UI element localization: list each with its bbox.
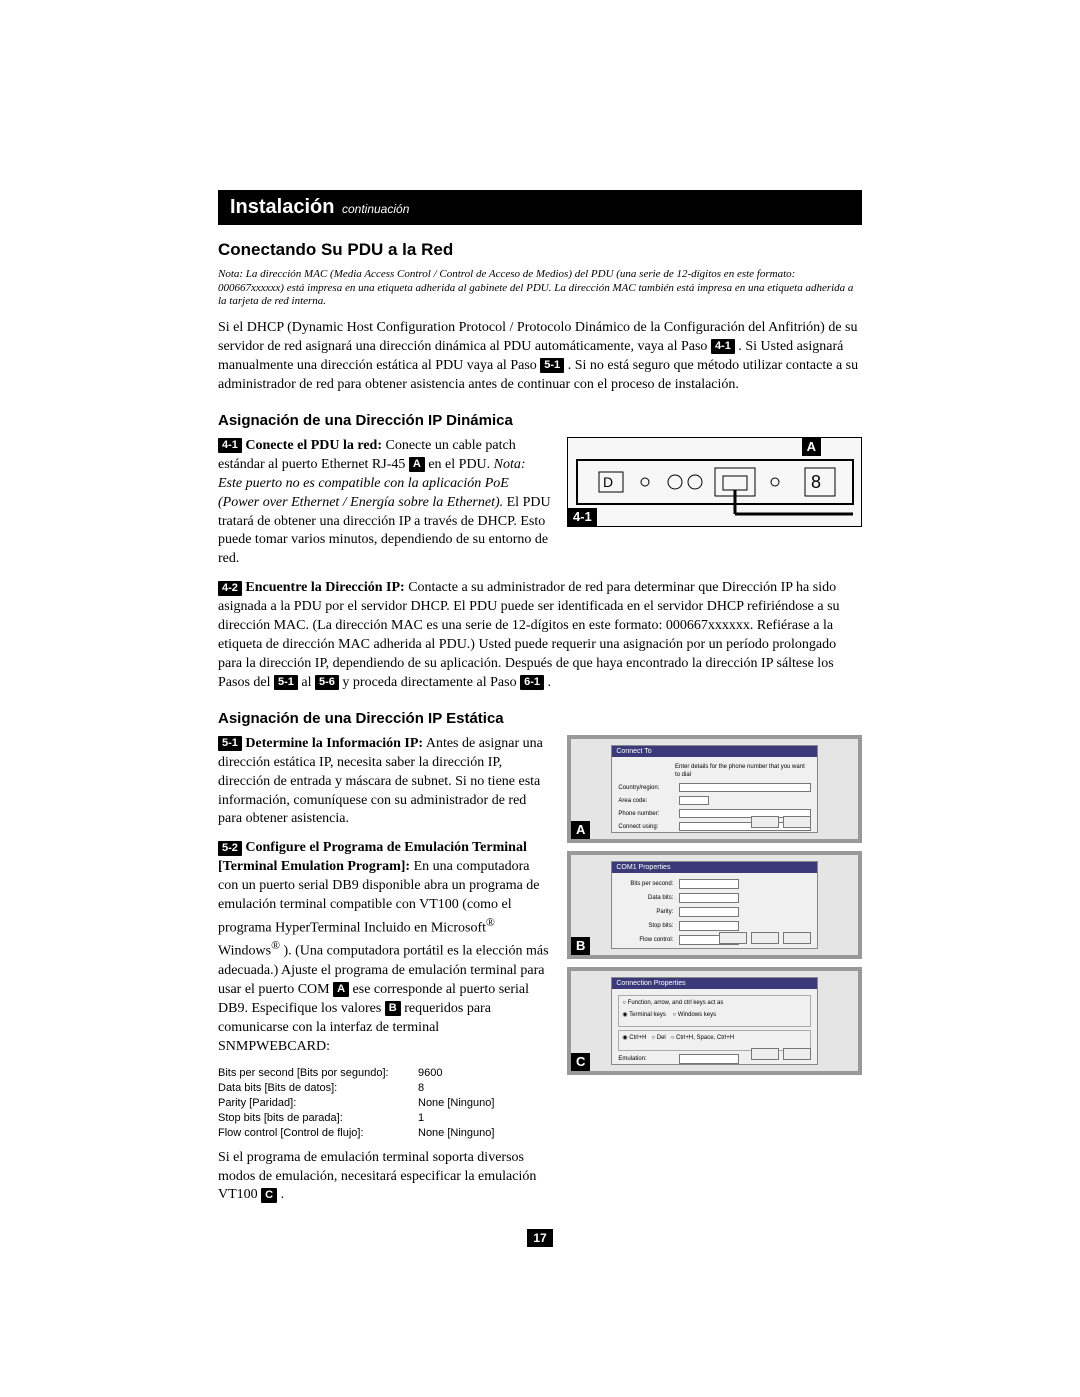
- ref-chip-5-1: 5-1: [540, 358, 564, 373]
- setting-value: 8: [418, 1081, 424, 1096]
- dynamic-heading: Asignación de una Dirección IP Dinámica: [218, 411, 862, 431]
- dialog-emulation: Connection Properties ○ Function, arrow,…: [611, 977, 817, 1065]
- serial-settings-table: Bits per second [Bits por segundo]:9600 …: [218, 1066, 553, 1140]
- ref-chip-4-1: 4-1: [711, 339, 735, 354]
- intro-paragraph: Si el DHCP (Dynamic Host Configuration P…: [218, 319, 862, 395]
- ref-chip-A2: A: [333, 982, 349, 997]
- setting-value: None [Ninguno]: [418, 1126, 494, 1141]
- figure-A: A Connect To Enter details for the phone…: [567, 735, 862, 843]
- section-banner: Instalación continuación: [218, 190, 862, 225]
- step-4-2-bold: Encuentre la Dirección IP:: [245, 580, 404, 595]
- step-4-2-text: 4-2 Encuentre la Dirección IP: Contacte …: [218, 579, 862, 692]
- setting-key: Bits per second [Bits por segundo]:: [218, 1066, 418, 1081]
- figure-A-label: A: [571, 821, 590, 839]
- figure-B: B COM1 Properties Bits per second: Data …: [567, 851, 862, 959]
- setting-value: None [Ninguno]: [418, 1096, 494, 1111]
- ref-chip-5-1b: 5-1: [274, 675, 298, 690]
- ref-chip-6-1: 6-1: [520, 675, 544, 690]
- section-heading: Conectando Su PDU a la Red: [218, 239, 862, 262]
- setting-key: Parity [Paridad]:: [218, 1096, 418, 1111]
- table-row: Data bits [Bits de datos]:8: [218, 1081, 553, 1096]
- figure-B-label: B: [571, 937, 590, 955]
- static-row: 5-1 Determine la Información IP: Antes d…: [218, 735, 862, 1215]
- page-footer: 17: [218, 1229, 862, 1249]
- dialog-A-title: Connect To: [612, 746, 816, 757]
- table-row: Bits per second [Bits por segundo]:9600: [218, 1066, 553, 1081]
- dialog-B-title: COM1 Properties: [612, 862, 816, 873]
- dialog-C-title: Connection Properties: [612, 978, 816, 989]
- table-row: Parity [Paridad]:None [Ninguno]: [218, 1096, 553, 1111]
- step-4-1-a2: en el PDU.: [428, 457, 493, 472]
- dialog-connect-to: Connect To Enter details for the phone n…: [611, 745, 817, 833]
- step-4-1-text: 4-1 Conecte el PDU la red: Conecte un ca…: [218, 437, 553, 569]
- setting-value: 1: [418, 1111, 424, 1126]
- step-5-2-t2: Windows: [218, 944, 271, 959]
- step-4-2-t2: y proceda directamente al Paso: [342, 675, 520, 690]
- step-5-1-bold: Determine la Información IP:: [245, 736, 423, 751]
- svg-text:D: D: [603, 474, 613, 490]
- setting-key: Stop bits [bits de parada]:: [218, 1111, 418, 1126]
- banner-subtitle: continuación: [342, 202, 409, 216]
- page-number: 17: [527, 1229, 552, 1247]
- static-heading: Asignación de una Dirección IP Estática: [218, 709, 862, 729]
- step-5-1-text: 5-1 Determine la Información IP: Antes d…: [218, 735, 553, 829]
- banner-title: Instalación: [230, 196, 334, 218]
- ref-chip-5-6: 5-6: [315, 675, 339, 690]
- table-row: Flow control [Control de flujo]:None [Ni…: [218, 1126, 553, 1141]
- step-4-2-end: .: [547, 675, 551, 690]
- reg-mark-1: ®: [486, 916, 495, 929]
- step-4-2-mid: al: [301, 675, 315, 690]
- setting-key: Data bits [Bits de datos]:: [218, 1081, 418, 1096]
- dialog-com-properties: COM1 Properties Bits per second: Data bi…: [611, 861, 817, 949]
- step-4-1-row: 4-1 Conecte el PDU la red: Conecte un ca…: [218, 437, 862, 579]
- ref-chip-C: C: [261, 1188, 277, 1203]
- step-5-2-tail2: .: [281, 1187, 285, 1202]
- step-chip-5-1: 5-1: [218, 736, 242, 751]
- svg-text:8: 8: [811, 472, 821, 492]
- setting-value: 9600: [418, 1066, 442, 1081]
- step-4-2-t1: Contacte a su administrador de red para …: [218, 580, 840, 689]
- ref-chip-A: A: [409, 457, 425, 472]
- figure-C: C Connection Properties ○ Function, arro…: [567, 967, 862, 1075]
- mac-note: Nota: La dirección MAC (Media Access Con…: [218, 268, 862, 309]
- figure-4-1-label: 4-1: [568, 508, 597, 526]
- step-chip-4-2: 4-2: [218, 581, 242, 596]
- step-chip-4-1: 4-1: [218, 438, 242, 453]
- figure-C-label: C: [571, 1053, 590, 1071]
- step-4-1-bold: Conecte el PDU la red:: [245, 438, 382, 453]
- figure-4-1-label-A: A: [802, 438, 821, 456]
- step-5-2-tail: Si el programa de emulación terminal sop…: [218, 1149, 553, 1206]
- ref-chip-B: B: [385, 1001, 401, 1016]
- step-chip-5-2: 5-2: [218, 841, 242, 856]
- step-5-2-text: 5-2 Configure el Programa de Emulación T…: [218, 839, 553, 1056]
- figure-4-1: A 4-1 D 8: [567, 437, 862, 527]
- setting-key: Flow control [Control de flujo]:: [218, 1126, 418, 1141]
- table-row: Stop bits [bits de parada]:1: [218, 1111, 553, 1126]
- reg-mark-2: ®: [271, 939, 280, 952]
- document-page: Instalación continuación Conectando Su P…: [0, 0, 1080, 1329]
